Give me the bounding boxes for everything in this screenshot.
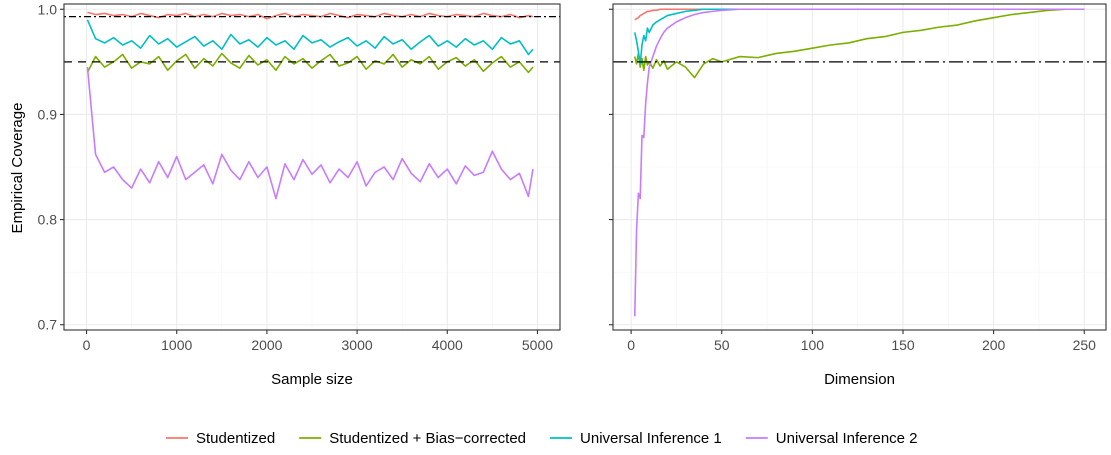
series-line-studentized	[87, 11, 534, 20]
x-tick-label: 50	[714, 337, 730, 353]
legend-label: Studentized + Bias−corrected	[329, 430, 526, 447]
panel-border	[63, 3, 561, 331]
legend-item: Universal Inference 2	[745, 430, 918, 447]
x-tick-label: 3000	[342, 337, 373, 353]
x-tick-label: 100	[801, 337, 825, 353]
y-tick-label: 0.9	[38, 106, 58, 122]
x-tick-label: 250	[1073, 337, 1097, 353]
panel-1: 0 1000 2000 3000 4000 5000 Sample size 0.7 0.8 0.…	[38, 1, 561, 388]
x-axis-title: Sample size	[271, 371, 353, 388]
x-tick-label: 1000	[161, 337, 192, 353]
legend: Studentized Studentized + Bias−corrected U…	[166, 430, 918, 447]
y-tick-label: 1.0	[38, 1, 58, 17]
legend-label: Universal Inference 2	[776, 430, 918, 447]
y-tick-label: 0.7	[38, 317, 58, 333]
x-tick-label: 0	[627, 337, 635, 353]
legend-item: Studentized	[166, 430, 275, 447]
y-axis-title: Empirical Coverage	[9, 103, 26, 234]
x-tick-label: 5000	[522, 337, 553, 353]
x-tick-label: 150	[891, 337, 915, 353]
x-tick-label: 0	[83, 337, 91, 353]
series-line-studentized-bias-corrected	[86, 52, 534, 74]
legend-label: Universal Inference 1	[580, 430, 722, 447]
x-tick-label: 200	[982, 337, 1006, 353]
legend-label: Studentized	[196, 430, 275, 447]
series-line-universal-inference-1	[86, 19, 534, 56]
series-group	[633, 8, 1085, 317]
x-tick-label: 2000	[251, 337, 282, 353]
legend-item: Studentized + Bias−corrected	[299, 430, 526, 447]
x-axis-title: Dimension	[824, 371, 895, 388]
panel-border	[612, 3, 1107, 331]
series-line-studentized-bias-corrected	[633, 8, 1085, 79]
y-tick-label: 0.8	[38, 212, 58, 228]
series-line-universal-inference-2	[86, 67, 534, 200]
x-tick-label: 4000	[432, 337, 463, 353]
series-group	[86, 11, 534, 200]
series-line-universal-inference-1	[633, 8, 1085, 65]
legend-item: Universal Inference 1	[550, 430, 722, 447]
series-line-universal-inference-2	[633, 8, 1085, 317]
panel-2: 0 50 100 150 200 250 Dimension	[609, 3, 1107, 388]
